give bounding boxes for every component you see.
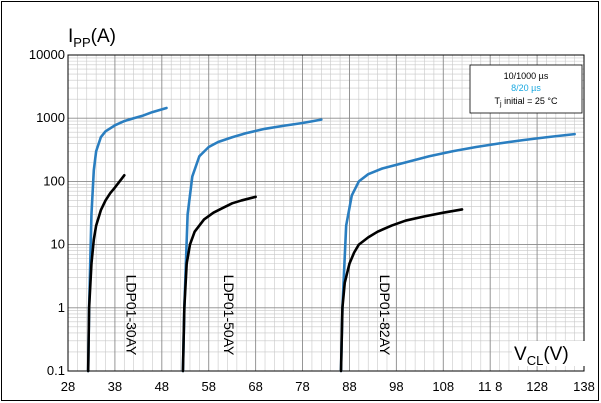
x-tick-label: 78 — [295, 379, 309, 394]
series-line-ldp01-50ay-10-1000us — [181, 195, 257, 373]
legend: 10/1000 µs 8/20 µs Tj initial = 25 °C — [469, 64, 583, 114]
device-label: LDP01-82AY — [377, 275, 393, 356]
y-tick-labels: 0.1 1 10 100 1000 10000 — [29, 47, 65, 378]
device-label: LDP01-50AY — [221, 275, 237, 356]
legend-box — [469, 64, 583, 114]
x-tick-label: 108 — [432, 379, 454, 394]
x-tick-label: 88 — [342, 379, 356, 394]
legend-line-8-20: 8/20 µs — [511, 83, 541, 93]
x-tick-label: 38 — [108, 379, 122, 394]
grid-minor — [68, 55, 584, 371]
y-tick-label: 0.1 — [47, 363, 65, 378]
x-tick-label: 138 — [573, 379, 595, 394]
y-axis-label-sub: PP — [73, 35, 90, 50]
y-axis-label-unit: (A) — [91, 26, 116, 47]
legend-line-tj: Tj initial = 25 °C — [495, 96, 558, 108]
legend-line-10-1000: 10/1000 µs — [504, 71, 549, 81]
x-tick-label: 68 — [248, 379, 262, 394]
series-lines — [86, 106, 576, 373]
x-tick-labels: 28 38 48 58 68 78 88 98 108 11 8 128 138 — [61, 379, 595, 394]
y-axis-label: IPP(A) — [68, 26, 116, 50]
device-label: LDP01-30AY — [124, 275, 140, 356]
y-tick-label: 10000 — [29, 47, 65, 62]
y-axis-label-main: I — [68, 26, 73, 47]
legend-tj-sub: j — [499, 101, 502, 108]
x-axis-label-bg — [512, 341, 587, 366]
y-tick-label: 1 — [58, 300, 65, 315]
x-tick-label: 48 — [155, 379, 169, 394]
series-line-ldp01-30ay-8-20us — [86, 106, 168, 373]
series-line-ldp01-82ay-8-20us — [339, 132, 576, 373]
x-tick-label: 11 8 — [478, 379, 502, 394]
legend-tj-main: T — [495, 96, 501, 106]
x-tick-label: 128 — [526, 379, 548, 394]
series-line-ldp01-82ay-10-1000us — [339, 208, 464, 373]
x-axis-label-sub: CL — [527, 353, 544, 368]
y-tick-label: 1000 — [36, 110, 65, 125]
series-line-ldp01-30ay-10-1000us — [86, 173, 126, 373]
legend-tj-rest: initial = 25 °C — [502, 96, 558, 106]
x-axis-label-main: V — [514, 344, 527, 365]
plot-border — [67, 54, 585, 372]
x-tick-label: 58 — [201, 379, 215, 394]
series-line-ldp01-50ay-8-20us — [181, 118, 323, 373]
x-tick-label: 98 — [389, 379, 403, 394]
x-axis-label-unit: (V) — [543, 344, 568, 365]
y-tick-label: 10 — [51, 237, 65, 252]
x-axis-label: VCL(V) — [514, 344, 569, 368]
x-tick-label: 28 — [61, 379, 75, 394]
device-labels: LDP01-30AY LDP01-50AY LDP01-82AY — [124, 275, 393, 356]
y-tick-label: 100 — [43, 173, 65, 188]
